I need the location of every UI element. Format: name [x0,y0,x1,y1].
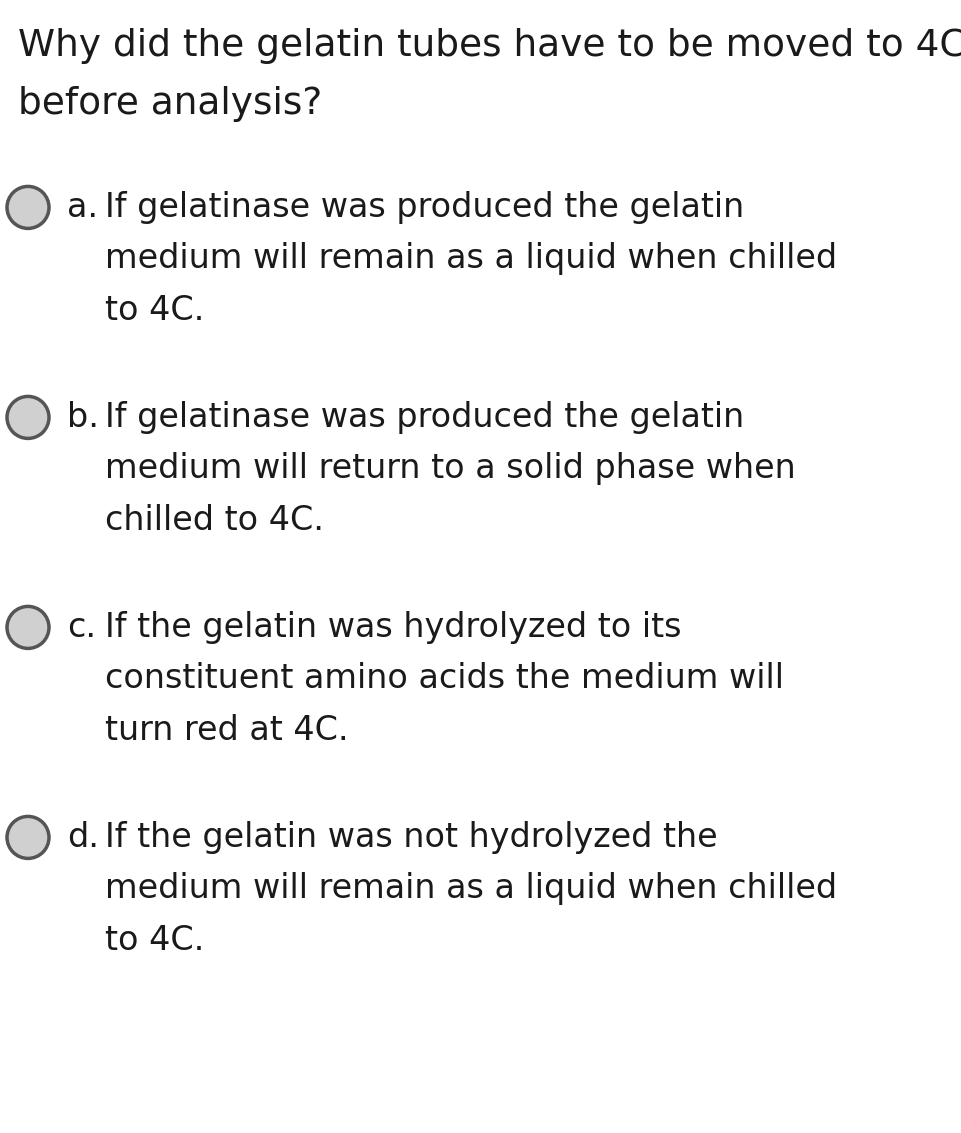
Ellipse shape [7,817,49,859]
Text: chilled to 4C.: chilled to 4C. [105,504,324,537]
Text: turn red at 4C.: turn red at 4C. [105,714,349,747]
Text: to 4C.: to 4C. [105,295,205,327]
Text: medium will remain as a liquid when chilled: medium will remain as a liquid when chil… [105,872,837,905]
Text: If the gelatin was hydrolyzed to its: If the gelatin was hydrolyzed to its [105,611,681,644]
Text: constituent amino acids the medium will: constituent amino acids the medium will [105,663,784,696]
Text: b.: b. [67,401,99,434]
Text: medium will remain as a liquid when chilled: medium will remain as a liquid when chil… [105,242,837,275]
Text: medium will return to a solid phase when: medium will return to a solid phase when [105,452,796,485]
Text: d.: d. [67,820,99,854]
Text: before analysis?: before analysis? [18,86,322,122]
Ellipse shape [7,606,49,648]
Ellipse shape [7,397,49,438]
Text: If gelatinase was produced the gelatin: If gelatinase was produced the gelatin [105,401,744,434]
Text: If gelatinase was produced the gelatin: If gelatinase was produced the gelatin [105,190,744,223]
Text: c.: c. [67,611,96,644]
Text: If the gelatin was not hydrolyzed the: If the gelatin was not hydrolyzed the [105,820,718,854]
Text: Why did the gelatin tubes have to be moved to 4C: Why did the gelatin tubes have to be mov… [18,28,961,63]
Text: to 4C.: to 4C. [105,925,205,957]
Text: a.: a. [67,190,98,223]
Ellipse shape [7,187,49,229]
